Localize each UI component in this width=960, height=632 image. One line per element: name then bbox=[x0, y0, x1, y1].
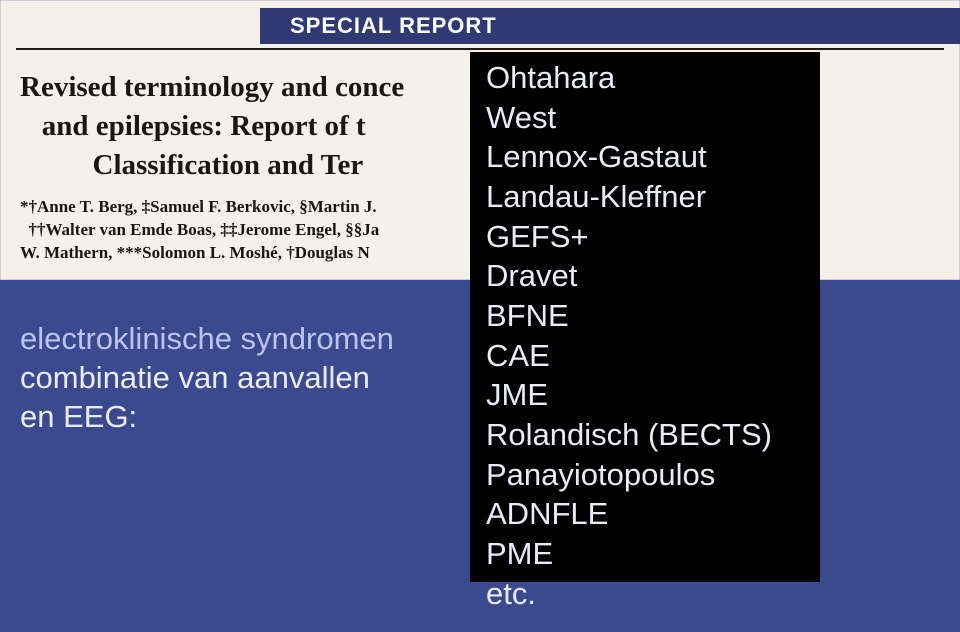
left-text-block: electroklinische syndromen combinatie va… bbox=[20, 320, 460, 436]
left-line-3: en EEG: bbox=[20, 398, 460, 437]
special-report-label: SPECIAL REPORT bbox=[290, 13, 497, 38]
list-item: Ohtahara bbox=[486, 58, 804, 98]
list-item: CAE bbox=[486, 336, 804, 376]
list-item: West bbox=[486, 98, 804, 138]
list-item: Rolandisch (BECTS) bbox=[486, 415, 804, 455]
list-item: JME bbox=[486, 375, 804, 415]
list-item: Dravet bbox=[486, 256, 804, 296]
left-line-2: combinatie van aanvallen bbox=[20, 359, 460, 398]
list-item: GEFS+ bbox=[486, 217, 804, 257]
list-item: Lennox-Gastaut bbox=[486, 137, 804, 177]
list-item: ADNFLE bbox=[486, 494, 804, 534]
list-item: Landau-Kleffner bbox=[486, 177, 804, 217]
syndromes-box: Ohtahara West Lennox-Gastaut Landau-Klef… bbox=[470, 52, 820, 582]
list-item: PME bbox=[486, 534, 804, 574]
list-item: BFNE bbox=[486, 296, 804, 336]
left-line-1: electroklinische syndromen bbox=[20, 320, 460, 359]
header-rule bbox=[16, 48, 944, 50]
list-item: etc. bbox=[486, 574, 804, 614]
list-item: Panayiotopoulos bbox=[486, 455, 804, 495]
special-report-band: SPECIAL REPORT bbox=[260, 8, 960, 44]
